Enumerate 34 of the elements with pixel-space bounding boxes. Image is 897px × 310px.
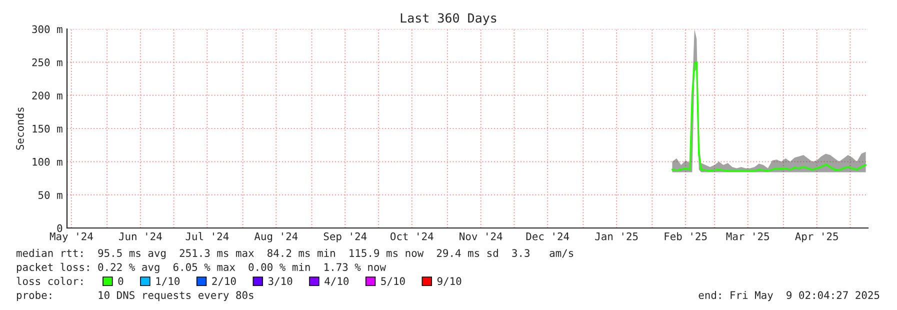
y-axis-title: Seconds xyxy=(16,108,24,150)
x-tick-label: Sep '24 xyxy=(324,232,367,242)
text: median rtt: 95.5 ms avg 251.3 ms max 84.2 ms min 115.9 ms now 29.4 ms sd 3.3 am/s xyxy=(16,248,574,260)
x-tick-label: Aug '24 xyxy=(254,232,298,242)
y-tick-label: 150 m xyxy=(32,124,62,133)
y-tick-label: 300 m xyxy=(32,25,62,34)
x-tick-label: Mar '25 xyxy=(726,232,769,240)
x-tick-label: Jul '24 xyxy=(186,232,229,240)
y-tick-label: 200 m xyxy=(32,92,62,100)
x-tick-label: Jan '25 xyxy=(595,232,638,240)
text: packet loss: 0.22 % avg 6.05 % max 0.00 % min 1.73 % now xyxy=(16,262,386,274)
line-series xyxy=(671,61,867,172)
x-tick-label: Nov '24 xyxy=(460,232,502,240)
x-tick-label: May '24 xyxy=(50,232,93,242)
chart-title: Last 360 Days xyxy=(400,13,496,26)
text: end: Fri May 9 02:04:27 2025 xyxy=(698,290,880,302)
legend-title: loss color: xyxy=(16,276,82,286)
x-tick-label: Feb '25 xyxy=(664,232,707,240)
x-tick-label: Apr '25 xyxy=(795,232,838,242)
x-tick-label: Oct '24 xyxy=(390,232,434,240)
x-tick-label: Jun '24 xyxy=(119,232,162,240)
legend-label: 4/10 xyxy=(324,277,349,286)
y-tick-label: 50 m xyxy=(38,191,62,199)
legend-label: 2/10 xyxy=(212,277,236,286)
legend-label: 0 xyxy=(118,277,124,286)
x-tick-label: Dec '24 xyxy=(526,232,570,240)
legend-label: 9/10 xyxy=(437,277,462,286)
y-tick-label: 250 m xyxy=(32,58,62,66)
legend-label: 1/10 xyxy=(156,277,180,286)
y-tick-label: 100 m xyxy=(32,158,62,166)
y-tick-label: 0 xyxy=(57,224,62,232)
text: probe: 10 DNS requests every 80s xyxy=(16,290,254,302)
legend-label: 5/10 xyxy=(381,277,405,286)
legend-label: 3/10 xyxy=(268,277,292,286)
